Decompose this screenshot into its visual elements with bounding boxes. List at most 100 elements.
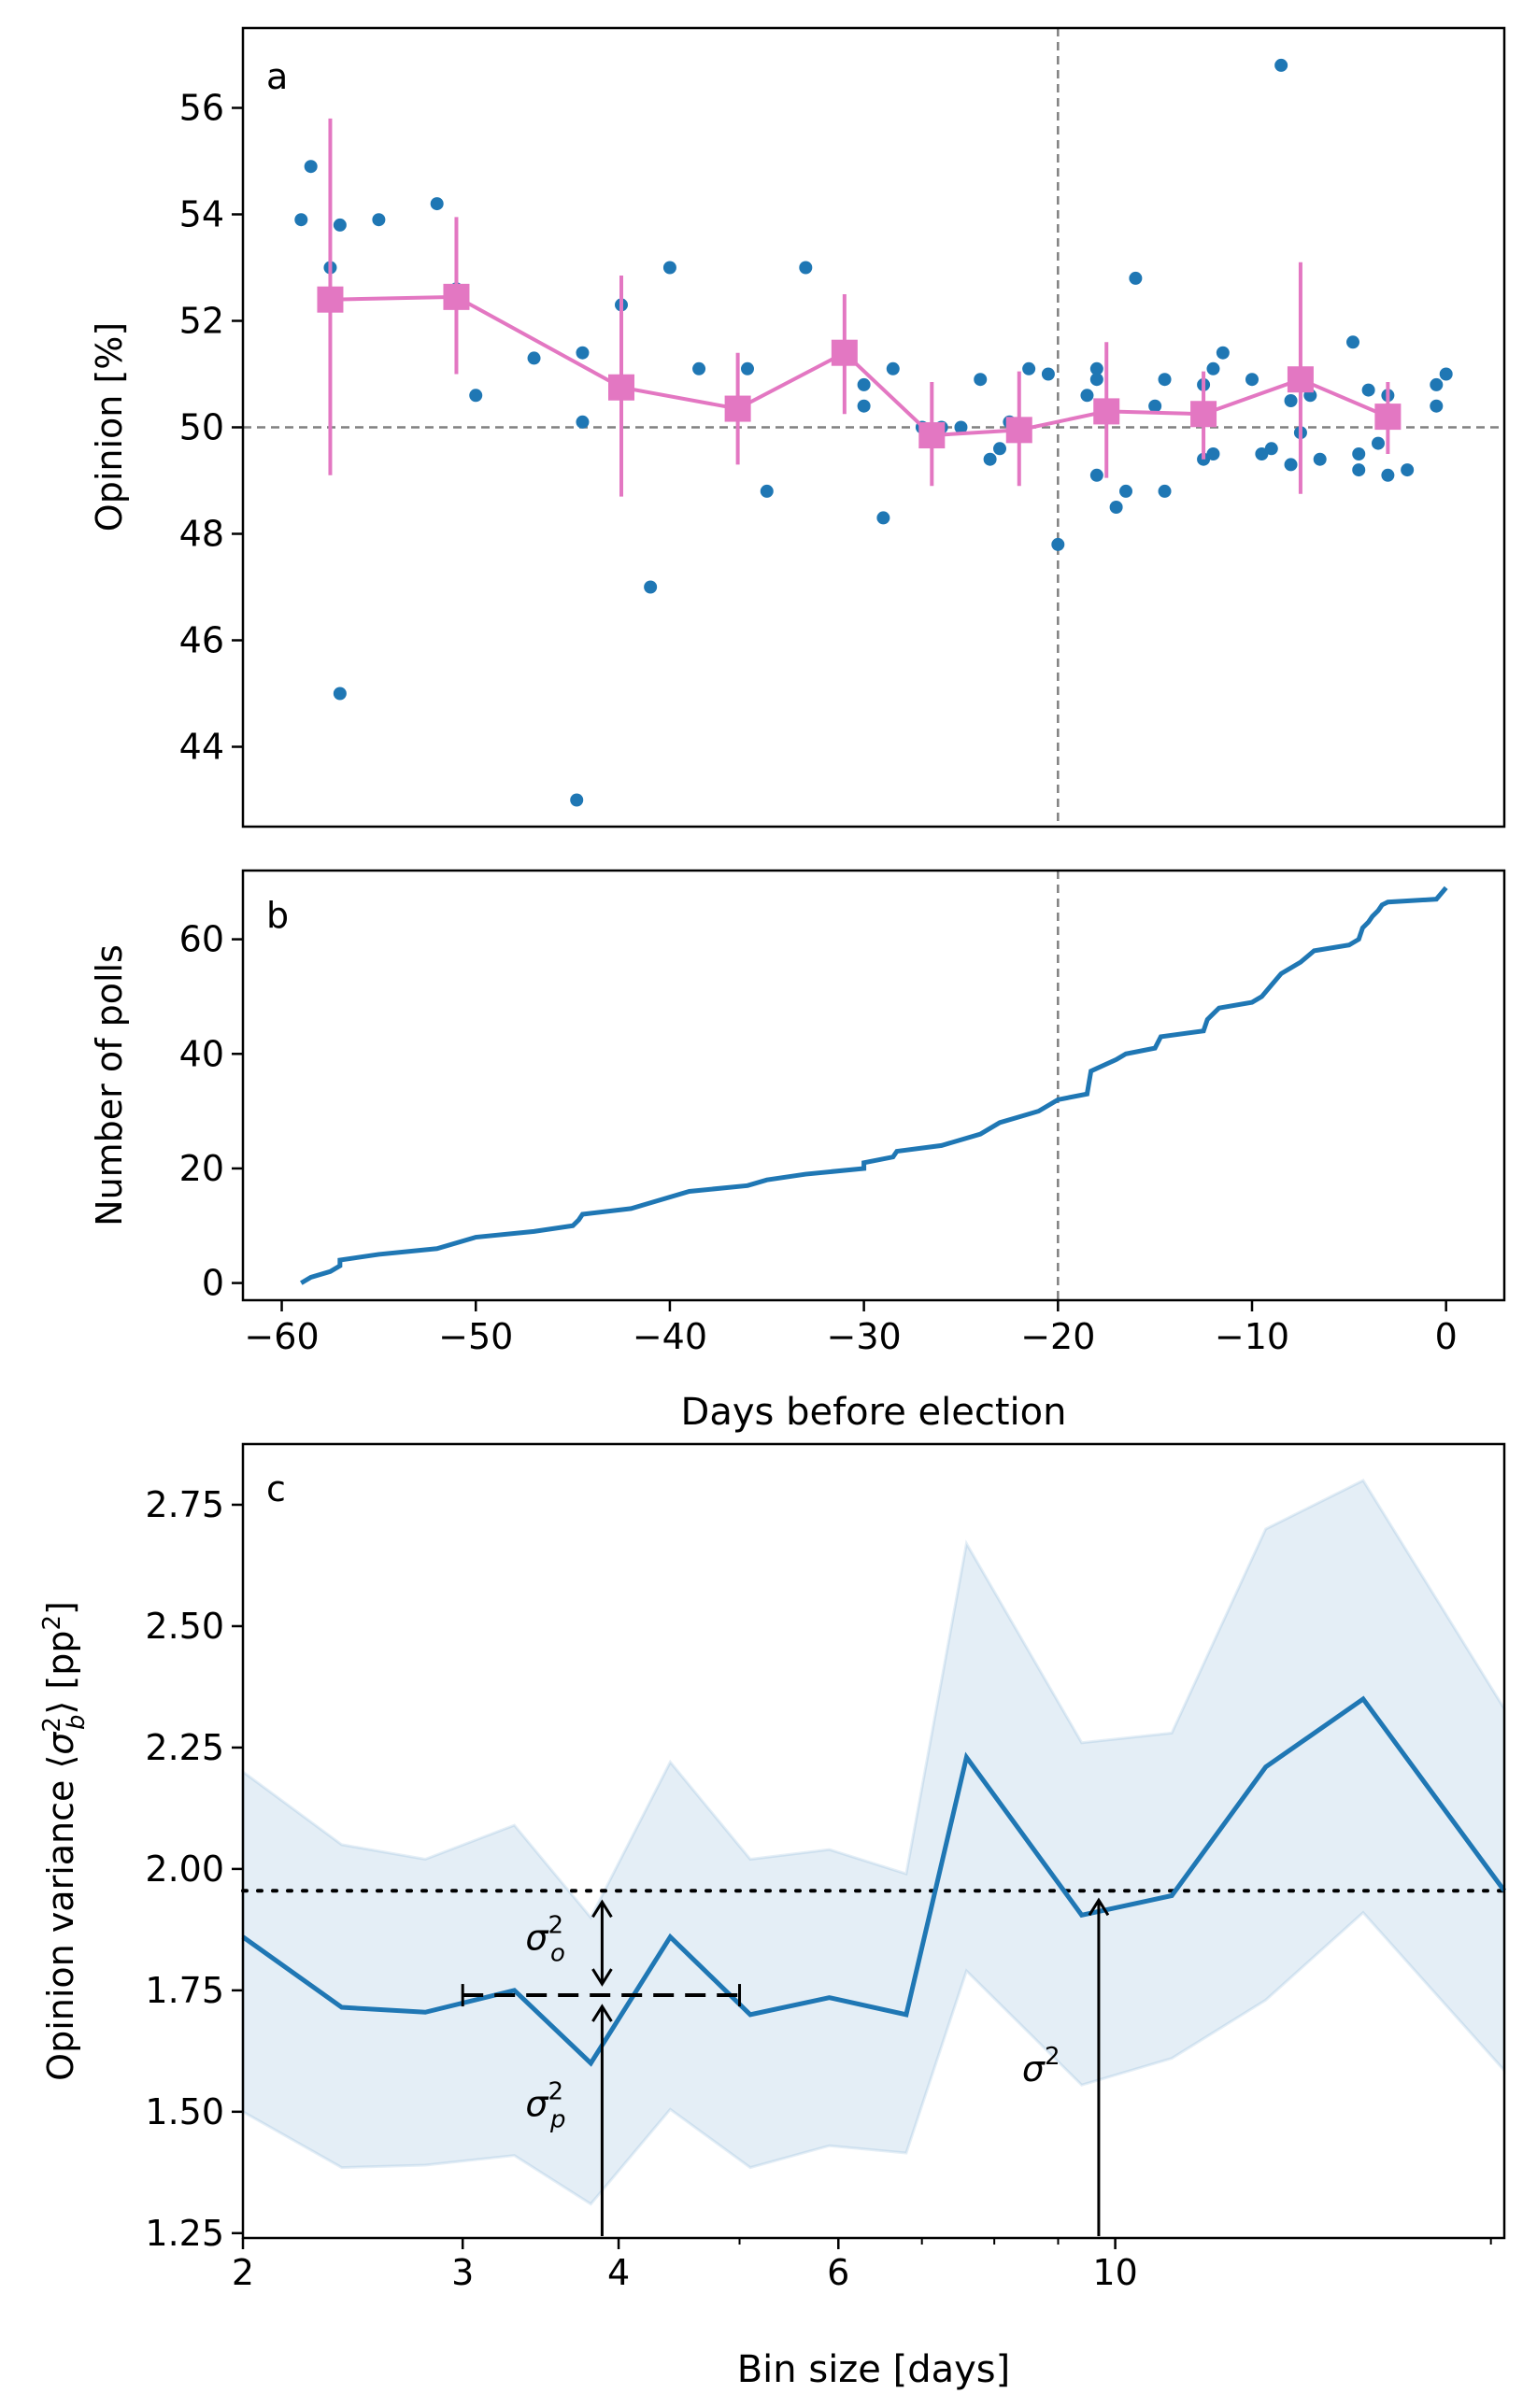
poll-point	[876, 511, 890, 525]
xtick-label: 2	[232, 2252, 254, 2293]
poll-point	[1129, 271, 1143, 285]
poll-point	[372, 213, 386, 227]
poll-point	[527, 351, 541, 365]
poll-point	[1080, 389, 1094, 403]
binned-mean-marker	[1374, 404, 1402, 431]
ytick-label: 2.75	[145, 1484, 224, 1525]
xtick-label: −50	[438, 1316, 513, 1357]
sigma-p-label: σ2 p	[525, 2078, 565, 2134]
poll-point	[741, 361, 754, 375]
xtick-label: 3	[451, 2252, 474, 2293]
panel-b: 0 20 40 60 −60 −50 −40 −30 −20 −10 0 b Number of …	[89, 869, 1506, 1434]
ytick-label: 0	[202, 1263, 224, 1304]
poll-point	[1381, 468, 1395, 482]
binned-mean-marker	[1005, 417, 1032, 444]
poll-point	[1313, 452, 1327, 466]
poll-point	[1430, 377, 1444, 391]
poll-point	[799, 261, 813, 275]
poll-point	[857, 399, 871, 413]
panel-b-frame	[241, 869, 1506, 1302]
xtick-label: −60	[244, 1316, 319, 1357]
ytick-label: 54	[179, 194, 224, 235]
xtick-label: −30	[827, 1316, 902, 1357]
xtick-label: −40	[633, 1316, 707, 1357]
ytick-label: 20	[179, 1148, 224, 1189]
xtick-label: 10	[1092, 2252, 1137, 2293]
poll-point	[576, 415, 590, 429]
poll-point	[576, 346, 590, 360]
variance-confidence-band	[241, 1479, 1506, 2206]
binned-mean-marker	[1190, 401, 1217, 428]
poll-point	[1439, 367, 1453, 381]
ytick-label: 2.25	[145, 1727, 224, 1768]
panel-c-ylabel: Opinion variance ⟨σ2b⟩ [pp2]	[38, 1601, 91, 2081]
sigma-arrowhead	[1088, 1897, 1110, 1917]
binned-mean-marker	[724, 395, 751, 422]
poll-point	[1284, 394, 1298, 407]
binned-mean-marker	[1093, 398, 1120, 425]
xtick-label: 0	[1435, 1316, 1458, 1357]
binned-mean-line	[330, 294, 1389, 438]
sigma-label: σ2	[1022, 2043, 1060, 2089]
poll-point	[1148, 399, 1162, 413]
poll-point	[1206, 361, 1220, 375]
binned-mean-marker	[317, 286, 344, 313]
panel-b-letter: b	[266, 895, 289, 936]
poll-point	[857, 377, 871, 391]
poll-point	[1089, 468, 1103, 482]
poll-point	[1245, 373, 1259, 387]
binned-mean-marker	[831, 339, 858, 366]
xtick-label: −10	[1215, 1316, 1289, 1357]
poll-point	[1041, 367, 1055, 381]
poll-point	[1022, 361, 1036, 375]
binned-mean-marker	[918, 422, 946, 449]
poll-point	[1372, 436, 1385, 450]
poll-point	[1119, 484, 1132, 498]
sigma-p-arrowhead	[591, 2004, 613, 2022]
poll-point	[1361, 383, 1375, 397]
poll-point	[1264, 442, 1278, 456]
panel-a-ylabel: Opinion [%]	[89, 322, 130, 531]
poll-point	[1158, 373, 1172, 387]
ytick-label: 2.00	[145, 1848, 224, 1890]
ytick-label: 60	[179, 919, 224, 960]
poll-point	[304, 160, 318, 174]
binned-mean-marker	[608, 374, 634, 401]
poll-point	[430, 197, 444, 211]
poll-point	[1158, 484, 1172, 498]
xtick-label: −20	[1020, 1316, 1095, 1357]
poll-point	[1401, 463, 1415, 477]
binned-mean-marker	[443, 283, 470, 310]
mean-variance-line	[241, 1695, 1507, 2067]
panel-c-letter: c	[266, 1468, 286, 1509]
poll-point	[1216, 346, 1230, 360]
poll-point	[333, 218, 347, 232]
poll-point	[886, 361, 900, 375]
poll-point	[1430, 399, 1444, 413]
poll-point	[1352, 447, 1366, 460]
poll-point	[1109, 501, 1123, 514]
sigma-o-label: σ2 o	[525, 1912, 565, 1968]
sigma-o-arrowhead-down	[591, 1968, 613, 1987]
poll-point	[1274, 58, 1288, 72]
xtick-label: 4	[607, 2252, 630, 2293]
panel-c-xlabel: Bin size [days]	[737, 2348, 1011, 2391]
ytick-label: 50	[179, 407, 224, 448]
panel-c-frame	[241, 1442, 1506, 2240]
binned-mean-marker	[1287, 366, 1314, 393]
ytick-label: 1.50	[145, 2091, 224, 2132]
cumulative-polls-line	[300, 885, 1448, 1285]
poll-point	[1352, 463, 1366, 477]
poll-point	[1284, 458, 1298, 472]
poll-point	[993, 442, 1006, 456]
sigma-o-arrowhead-up	[591, 1899, 613, 1919]
poll-point	[1051, 537, 1065, 551]
ytick-label: 48	[179, 514, 224, 555]
poll-point	[1206, 447, 1220, 460]
panel-a: 44 46 48 50 52 54 56 a Opinion [%]	[89, 26, 1506, 829]
poll-point	[469, 389, 483, 403]
panel-b-ylabel: Number of polls	[89, 944, 130, 1226]
ytick-label: 1.75	[145, 1970, 224, 2011]
poll-point	[983, 452, 997, 466]
